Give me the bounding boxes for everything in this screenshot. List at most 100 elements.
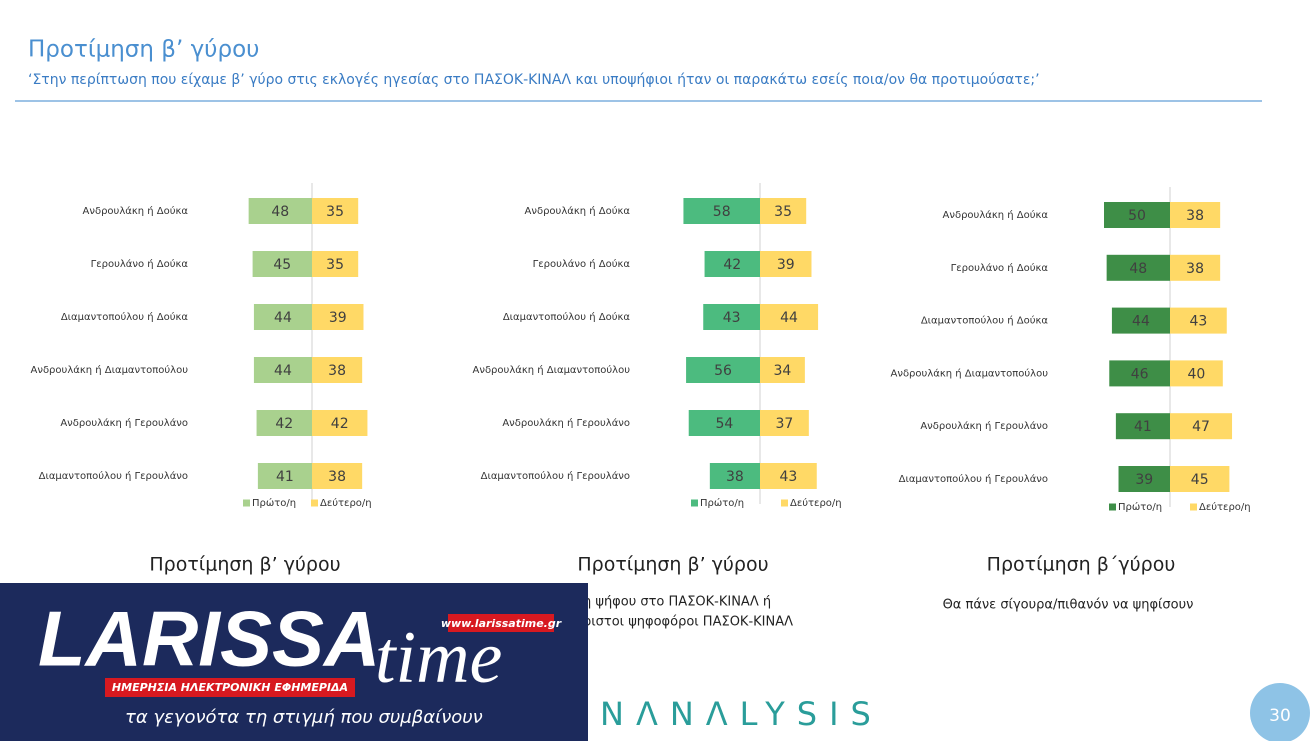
logo-slogan: τα γεγονότα τη στιγμή που συμβαίνουν	[125, 707, 483, 728]
category-label: Ανδρουλάκη ή Γερουλάνο	[60, 417, 188, 429]
category-label: Ανδρουλάκη ή Δούκα	[943, 209, 1049, 221]
legend-swatch	[691, 499, 698, 507]
value-label: 48	[271, 204, 289, 220]
logo-banner: ΗΜΕΡΗΣΙΑ ΗΛΕΚΤΡΟΝΙΚΗ ΕΦΗΜΕΡΙΔΑ	[112, 681, 348, 694]
bar	[1170, 202, 1221, 228]
bar	[1104, 202, 1170, 228]
category-label: Διαμαντοπούλου ή Δούκα	[61, 311, 189, 323]
bar	[1170, 307, 1227, 334]
category-label: Ανδρουλάκη ή Γερουλάνο	[502, 417, 630, 429]
page-number: 30	[1269, 706, 1291, 726]
bar	[312, 198, 359, 224]
legend-swatch	[781, 499, 788, 507]
value-label: 35	[774, 204, 792, 220]
bar	[312, 357, 363, 383]
bar	[686, 357, 760, 383]
bar	[312, 410, 368, 436]
value-label: 46	[1131, 366, 1149, 382]
value-label: 43	[779, 469, 797, 485]
bar	[760, 198, 807, 224]
category-label: Γερουλάνο ή Δούκα	[951, 262, 1049, 274]
legend-label: Πρώτο/η	[1118, 501, 1162, 513]
category-label: Ανδρουλάκη ή Δούκα	[83, 205, 189, 217]
bar	[1170, 466, 1230, 492]
value-label: 54	[715, 416, 733, 432]
bar	[253, 304, 312, 330]
bar	[1118, 466, 1170, 492]
legend-swatch	[1190, 503, 1197, 511]
category-label: Διαμαντοπούλου ή Γερουλάνο	[899, 473, 1048, 485]
bar	[312, 463, 363, 489]
value-label: 35	[326, 204, 344, 220]
value-label: 39	[329, 310, 347, 326]
page-badge	[1250, 683, 1310, 741]
value-label: 38	[328, 363, 346, 379]
value-label: 56	[714, 363, 732, 379]
slide-title: Προτίμηση β’ γύρου	[28, 37, 259, 63]
bar	[252, 251, 312, 277]
footer-brand: NΛNΛLYSIS	[600, 695, 883, 733]
legend-swatch	[243, 499, 250, 507]
value-label: 58	[713, 204, 731, 220]
value-label: 37	[776, 416, 794, 432]
caption-title: Προτίμηση β’ γύρου	[577, 554, 768, 576]
legend-swatch	[311, 499, 318, 507]
value-label: 39	[1135, 472, 1153, 488]
caption-title: Προτίμηση β΄γύρου	[987, 554, 1176, 576]
legend-label: Δεύτερο/η	[790, 497, 842, 509]
bar	[1170, 254, 1221, 281]
bar	[704, 251, 760, 277]
bar	[760, 357, 805, 383]
legend-label: Πρώτο/η	[700, 497, 744, 509]
value-label: 38	[328, 469, 346, 485]
category-label: Γερουλάνο ή Δούκα	[91, 258, 189, 270]
value-label: 38	[1186, 261, 1204, 277]
bar	[1170, 413, 1233, 440]
bar	[703, 304, 760, 330]
value-label: 43	[1189, 314, 1207, 330]
bar	[312, 304, 364, 330]
value-label: 47	[1192, 419, 1210, 435]
value-label: 50	[1128, 208, 1146, 224]
category-label: Ανδρουλάκη ή Δούκα	[525, 205, 631, 217]
bar	[760, 304, 819, 330]
category-label: Ανδρουλάκη ή Διαμαντοπούλου	[31, 364, 189, 376]
bar	[683, 198, 760, 224]
value-label: 45	[273, 257, 291, 273]
bar	[1170, 360, 1223, 387]
logo: LARISSA time www.larissatime.gr ΗΜΕΡΗΣΙΑ…	[0, 583, 588, 741]
value-label: 42	[723, 257, 741, 273]
logo-background	[0, 583, 588, 741]
bar	[760, 463, 817, 489]
logo-name: LARISSA	[38, 595, 380, 683]
value-label: 43	[723, 310, 741, 326]
category-label: Διαμαντοπούλου ή Δούκα	[503, 311, 631, 323]
bar	[1109, 360, 1170, 387]
bar	[688, 410, 760, 436]
bar	[253, 357, 312, 383]
bar	[257, 463, 312, 489]
value-label: 38	[726, 469, 744, 485]
category-label: Γερουλάνο ή Δούκα	[533, 258, 631, 270]
bar	[1106, 254, 1170, 281]
logo-url: www.larissatime.gr	[441, 617, 562, 630]
logo-banner-box	[105, 678, 355, 697]
caption-line: ριστοι ψηφοφόροι ΠΑΣΟΚ-ΚΙΝΑΛ	[583, 615, 793, 630]
category-label: Ανδρουλάκη ή Διαμαντοπούλου	[473, 364, 631, 376]
caption-line: η ψήφου στο ΠΑΣΟΚ-ΚΙΝΑΛ ή	[583, 595, 771, 610]
bar	[1115, 413, 1170, 440]
value-label: 45	[1191, 472, 1209, 488]
caption-line: Θα πάνε σίγουρα/πιθανόν να ψηφίσουν	[943, 598, 1194, 613]
value-label: 35	[326, 257, 344, 273]
value-label: 38	[1186, 208, 1204, 224]
category-label: Διαμαντοπούλου ή Γερουλάνο	[39, 470, 188, 482]
bar	[709, 463, 760, 489]
bar	[248, 198, 312, 224]
category-label: Ανδρουλάκη ή Διαμαντοπούλου	[891, 367, 1049, 379]
legend-label: Δεύτερο/η	[1199, 501, 1251, 513]
legend-label: Δεύτερο/η	[320, 497, 372, 509]
category-label: Διαμαντοπούλου ή Γερουλάνο	[481, 470, 630, 482]
category-label: Ανδρουλάκη ή Γερουλάνο	[920, 420, 1048, 432]
